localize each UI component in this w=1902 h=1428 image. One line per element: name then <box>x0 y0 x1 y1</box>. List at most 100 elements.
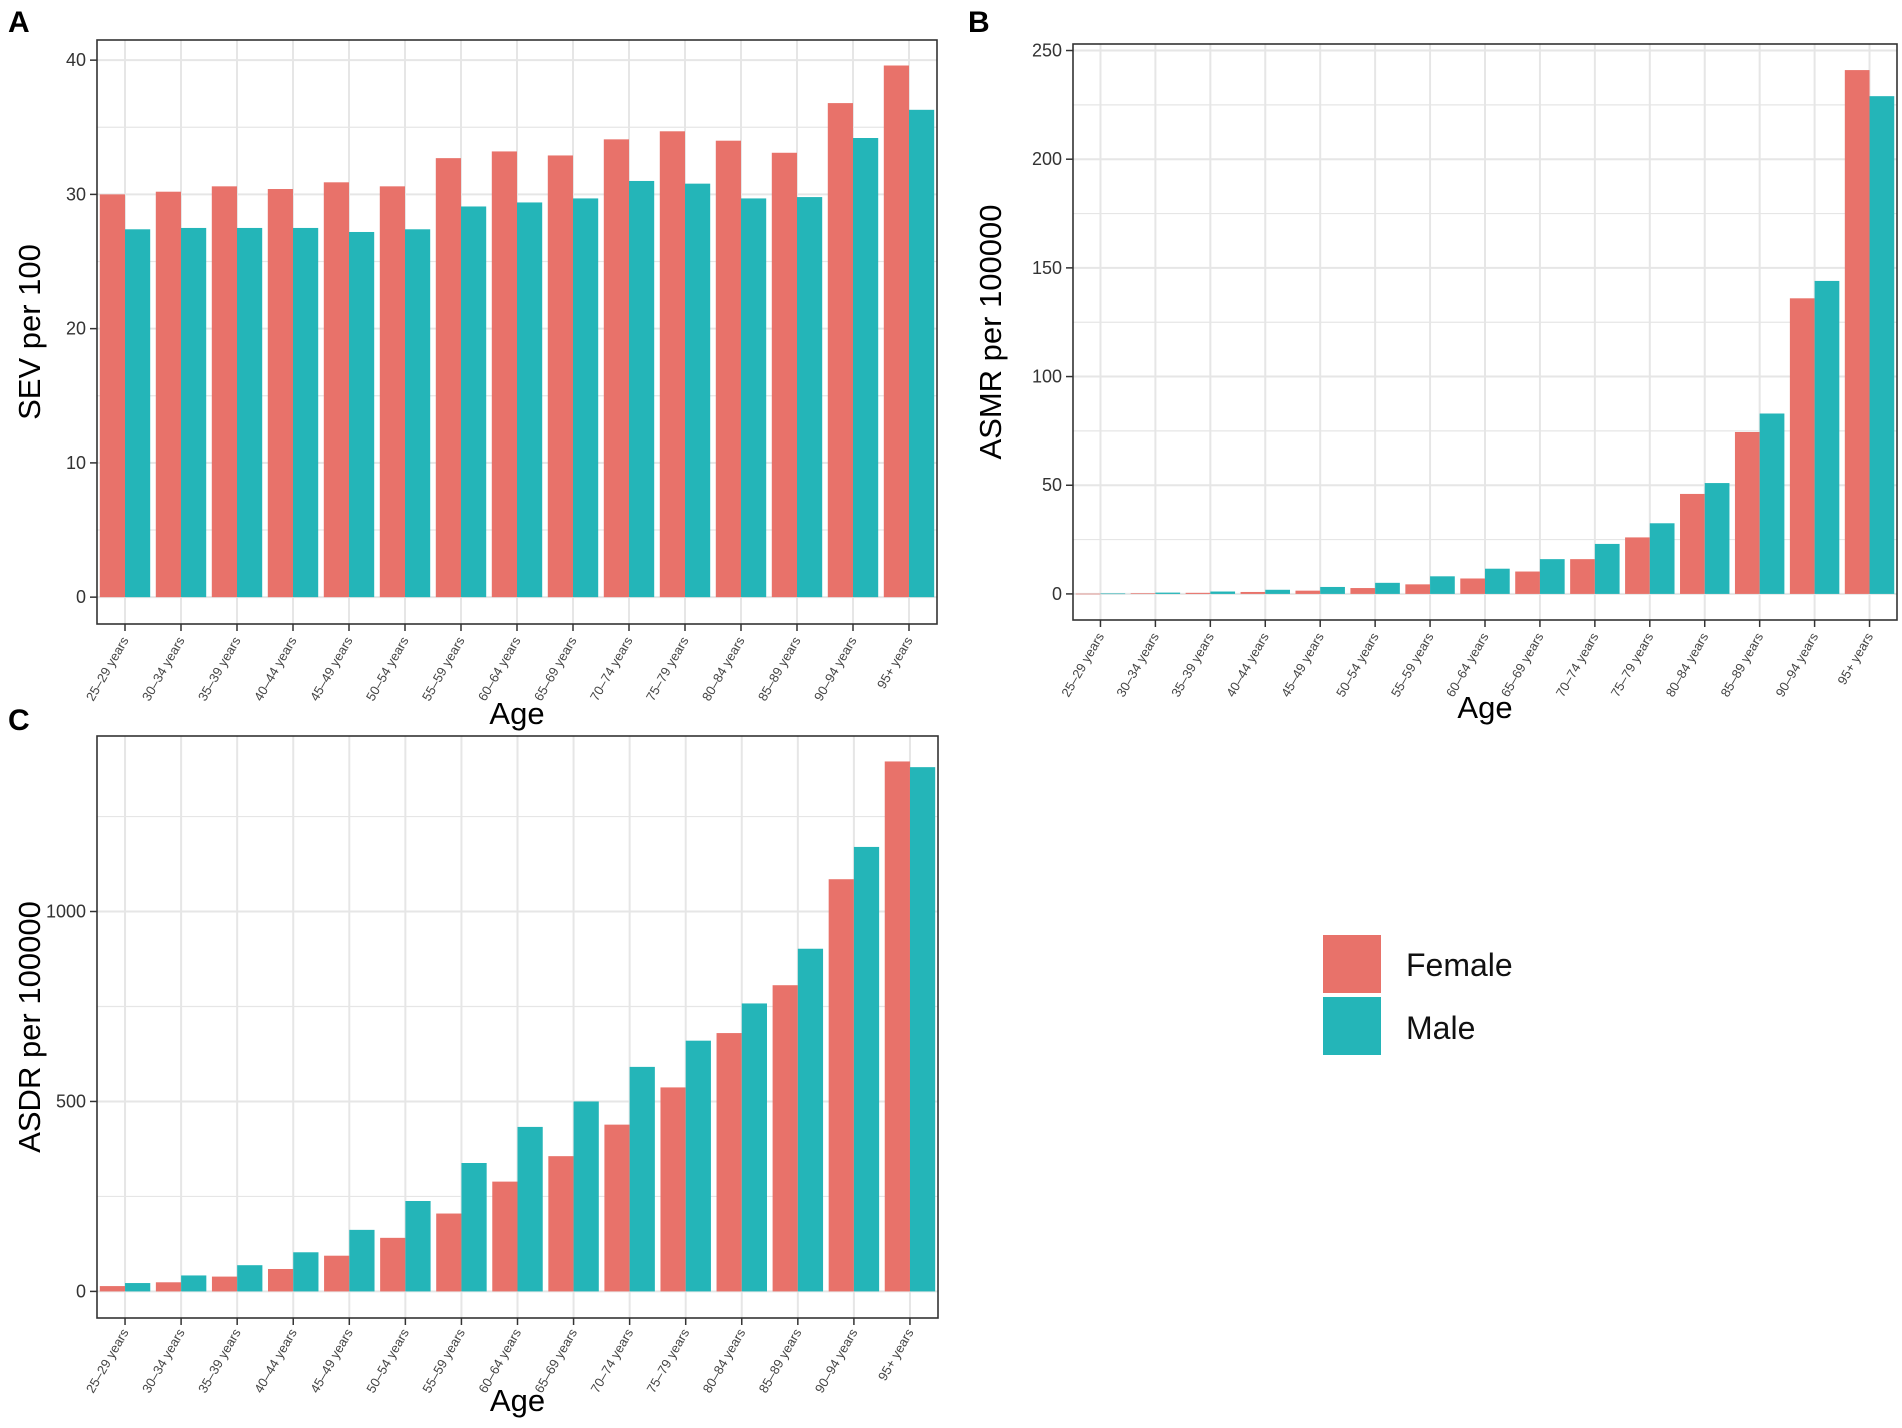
panel-a-bar-male <box>237 227 263 598</box>
panel-c-x-tick-label: 45–49 years <box>307 1326 356 1396</box>
panel-b-bar-male <box>1265 589 1290 594</box>
panel-letter-a: A <box>8 6 30 39</box>
panel-c-bar-female <box>155 1282 182 1292</box>
panel-b-panel-border <box>1072 43 1898 621</box>
panel-a-x-tick-label: 75–79 years <box>643 634 692 704</box>
legend-label-female: Female <box>1406 947 1513 983</box>
panel-b-x-tick-label: 45–49 years <box>1278 630 1327 700</box>
panel-a-bar-female <box>659 131 685 598</box>
panel-letter-c: C <box>8 704 30 737</box>
panel-b-x-tick-label: 30–34 years <box>1113 630 1162 700</box>
panel-a-bar-female <box>715 140 741 598</box>
panel-b-bar-male <box>1375 582 1400 594</box>
panel-c-x-tick-label: 75–79 years <box>644 1326 693 1396</box>
panel-b-x-tick-label: 90–94 years <box>1772 630 1821 700</box>
panel-b-x-tick-label: 95+ years <box>1834 630 1876 688</box>
panel-c-x-tick-label: 70–74 years <box>587 1326 636 1396</box>
panel-b-bar-female <box>1789 298 1815 594</box>
panel-b-bar-female <box>1130 593 1156 594</box>
panel-b-bar-female <box>1075 593 1101 595</box>
panel-b-x-tick-label: 55–59 years <box>1388 630 1437 700</box>
panel-a-bar-female <box>155 191 181 598</box>
panel-c-bar-male <box>349 1229 375 1292</box>
panel-b-bar-female <box>1625 537 1650 594</box>
panel-c-bar-female <box>884 761 910 1292</box>
panel-c-bar-male <box>517 1126 543 1292</box>
panel-a-bar-male <box>405 229 431 598</box>
panel-c-bar-male <box>237 1265 263 1292</box>
panel-c-chart: 0 500 1000 25–29 years 30–34 years 35–39 year… <box>12 735 939 1418</box>
panel-a-x-axis-title: Age <box>489 696 544 731</box>
panel-c-y-tick-label: 0 <box>76 1281 86 1301</box>
panel-b-bar-male <box>1155 592 1181 594</box>
panel-a-x-tick-label: 25–29 years <box>83 634 132 704</box>
panel-c-bar-female <box>604 1124 630 1292</box>
panel-a-x-tick-label: 45–49 years <box>307 634 356 704</box>
panel-b-bar-female <box>1185 592 1211 594</box>
panel-a-bar-male <box>573 198 599 598</box>
panel-c-y-tick-label: 1000 <box>46 902 86 922</box>
panel-c-bar-female <box>211 1276 238 1292</box>
panel-c-x-tick-label: 80–84 years <box>700 1326 749 1396</box>
panel-a-x-tick-label: 80–84 years <box>699 634 748 704</box>
panel-c-bar-female <box>492 1181 518 1292</box>
panel-a-bar-male <box>629 180 655 598</box>
panel-b-bar-female <box>1844 70 1870 594</box>
panel-c-x-tick-label: 40–44 years <box>251 1326 300 1396</box>
panel-a-y-tick-label: 40 <box>66 50 86 70</box>
panel-c-bar-female <box>99 1286 126 1292</box>
panel-b-bar-female <box>1680 493 1705 594</box>
panel-a-bar-female <box>211 186 237 598</box>
panel-letter-b: B <box>968 6 990 39</box>
panel-a-bar-male <box>349 231 375 598</box>
panel-a-bar-female <box>323 182 349 598</box>
panel-c-x-tick-label: 25–29 years <box>83 1326 132 1396</box>
panel-b-bar-male <box>1594 543 1620 594</box>
panel-b-x-axis-title: Age <box>1457 690 1512 725</box>
panel-a-x-tick-label: 65–69 years <box>531 634 580 704</box>
panel-b-bar-female <box>1240 591 1266 594</box>
panel-b-bar-female <box>1515 571 1540 594</box>
panel-a-y-tick-label: 0 <box>76 587 86 607</box>
panel-b-bar-male <box>1869 96 1895 594</box>
panel-c-x-tick-label: 85–89 years <box>756 1326 805 1396</box>
panel-a-x-tick-label: 50–54 years <box>363 634 412 704</box>
panel-b-x-tick-label: 65–69 years <box>1498 630 1547 700</box>
panel-a-bar-male <box>853 138 879 598</box>
panel-c-bar-female <box>324 1255 350 1292</box>
panel-b-x-tick-label: 25–29 years <box>1058 630 1107 700</box>
panel-b-bar-male <box>1485 568 1510 594</box>
panel-a-bar-male <box>685 183 711 598</box>
panel-c-y-tick-label: 500 <box>56 1091 86 1111</box>
panel-a-bar-male <box>741 198 767 598</box>
panel-a-bar-female <box>883 65 909 598</box>
panel-b-bar-male <box>1539 559 1565 594</box>
panel-a-bar-female <box>435 158 461 598</box>
panel-a-bar-male <box>909 109 935 598</box>
panel-c-x-tick-label: 50–54 years <box>363 1326 412 1396</box>
panel-a-x-tick-label: 30–34 years <box>139 634 188 704</box>
panel-a-bar-male <box>181 227 207 598</box>
panel-c-bar-male <box>853 846 880 1292</box>
panel-b-x-tick-label: 40–44 years <box>1223 630 1272 700</box>
panel-c-bar-female <box>828 879 854 1292</box>
panel-a-bar-female <box>379 186 405 598</box>
panel-a-x-tick-label: 35–39 years <box>195 634 244 704</box>
panel-c-bar-male <box>909 767 936 1292</box>
panel-a-bar-female <box>491 151 517 598</box>
panel-c-panel-border <box>96 735 939 1319</box>
panel-c-y-axis-title: ASDR per 100000 <box>12 901 47 1153</box>
panel-b-bar-male <box>1210 591 1236 594</box>
panel-c-bar-male <box>405 1200 431 1292</box>
panel-a-x-tick-label: 40–44 years <box>251 634 300 704</box>
panel-c-bar-female <box>660 1087 686 1292</box>
panel-b-bar-male <box>1430 576 1455 594</box>
panel-a-y-tick-label: 20 <box>66 319 86 339</box>
panel-c-bar-male <box>461 1163 487 1292</box>
panel-c-bar-male <box>293 1252 319 1292</box>
panel-b-bar-female <box>1734 431 1760 594</box>
panel-c-bar-female <box>436 1213 462 1292</box>
panel-b-y-tick-label: 200 <box>1032 149 1062 169</box>
panel-b-bar-male <box>1759 413 1785 594</box>
panel-a-bar-male <box>797 197 823 598</box>
